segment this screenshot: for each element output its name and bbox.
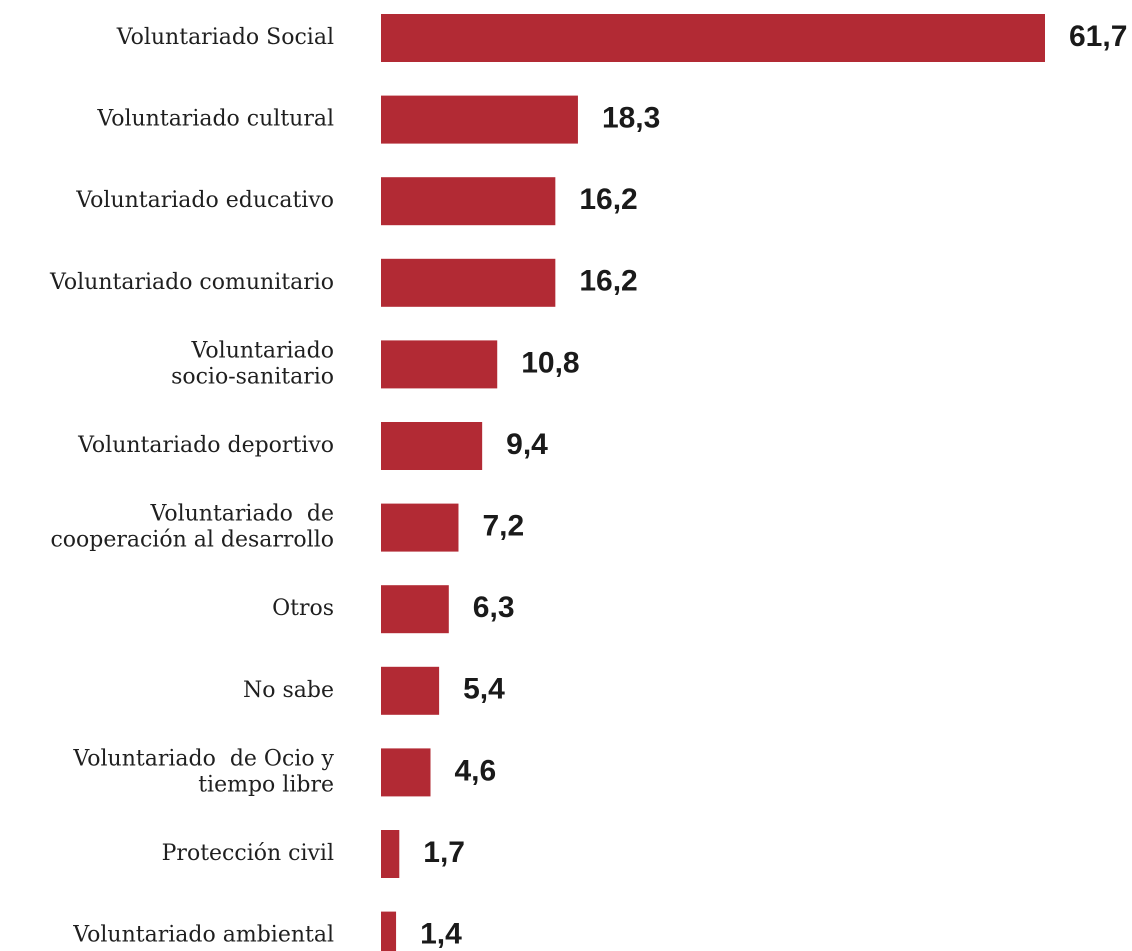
category-label-5: Voluntariado deportivo bbox=[77, 433, 334, 458]
bar-4 bbox=[381, 340, 498, 389]
category-label-2: Voluntariado educativo bbox=[75, 188, 334, 213]
bar-3 bbox=[381, 258, 556, 307]
bar-2 bbox=[381, 177, 556, 226]
bar-11 bbox=[381, 911, 397, 951]
category-label-8: No sabe bbox=[243, 678, 334, 703]
value-label-1: 18,3 bbox=[602, 102, 660, 135]
category-label-10: Protección civil bbox=[162, 841, 334, 866]
value-label-11: 1,4 bbox=[420, 918, 462, 951]
bar-8 bbox=[381, 666, 440, 715]
bar-0 bbox=[381, 14, 1045, 62]
category-label-6: Voluntariado de cooperación al desarrollo bbox=[50, 502, 334, 553]
bar-1 bbox=[381, 95, 578, 144]
category-label-7: Otros bbox=[272, 596, 334, 621]
value-label-0: 61,7 bbox=[1069, 20, 1127, 53]
value-label-3: 16,2 bbox=[579, 265, 637, 298]
value-label-2: 16,2 bbox=[579, 183, 637, 216]
value-label-4: 10,8 bbox=[521, 346, 579, 379]
value-label-7: 6,3 bbox=[473, 591, 515, 624]
category-label-11: Voluntariado ambiental bbox=[72, 923, 334, 948]
value-label-8: 5,4 bbox=[463, 673, 505, 706]
value-label-9: 4,6 bbox=[455, 754, 497, 787]
category-label-1: Voluntariado cultural bbox=[96, 107, 334, 132]
bar-5 bbox=[381, 422, 483, 470]
category-label-3: Voluntariado comunitario bbox=[49, 270, 334, 295]
category-label-4: Voluntariado socio-sanitario bbox=[171, 338, 334, 389]
category-label-9: Voluntariado de Ocio y tiempo libre bbox=[72, 746, 334, 797]
bar-10 bbox=[381, 830, 400, 878]
value-label-10: 1,7 bbox=[423, 836, 465, 869]
bar-9 bbox=[381, 748, 431, 797]
bar-7 bbox=[381, 585, 449, 634]
bar-6 bbox=[381, 503, 459, 552]
category-label-0: Voluntariado Social bbox=[116, 25, 334, 50]
value-label-6: 7,2 bbox=[482, 510, 524, 543]
value-label-5: 9,4 bbox=[506, 428, 548, 461]
